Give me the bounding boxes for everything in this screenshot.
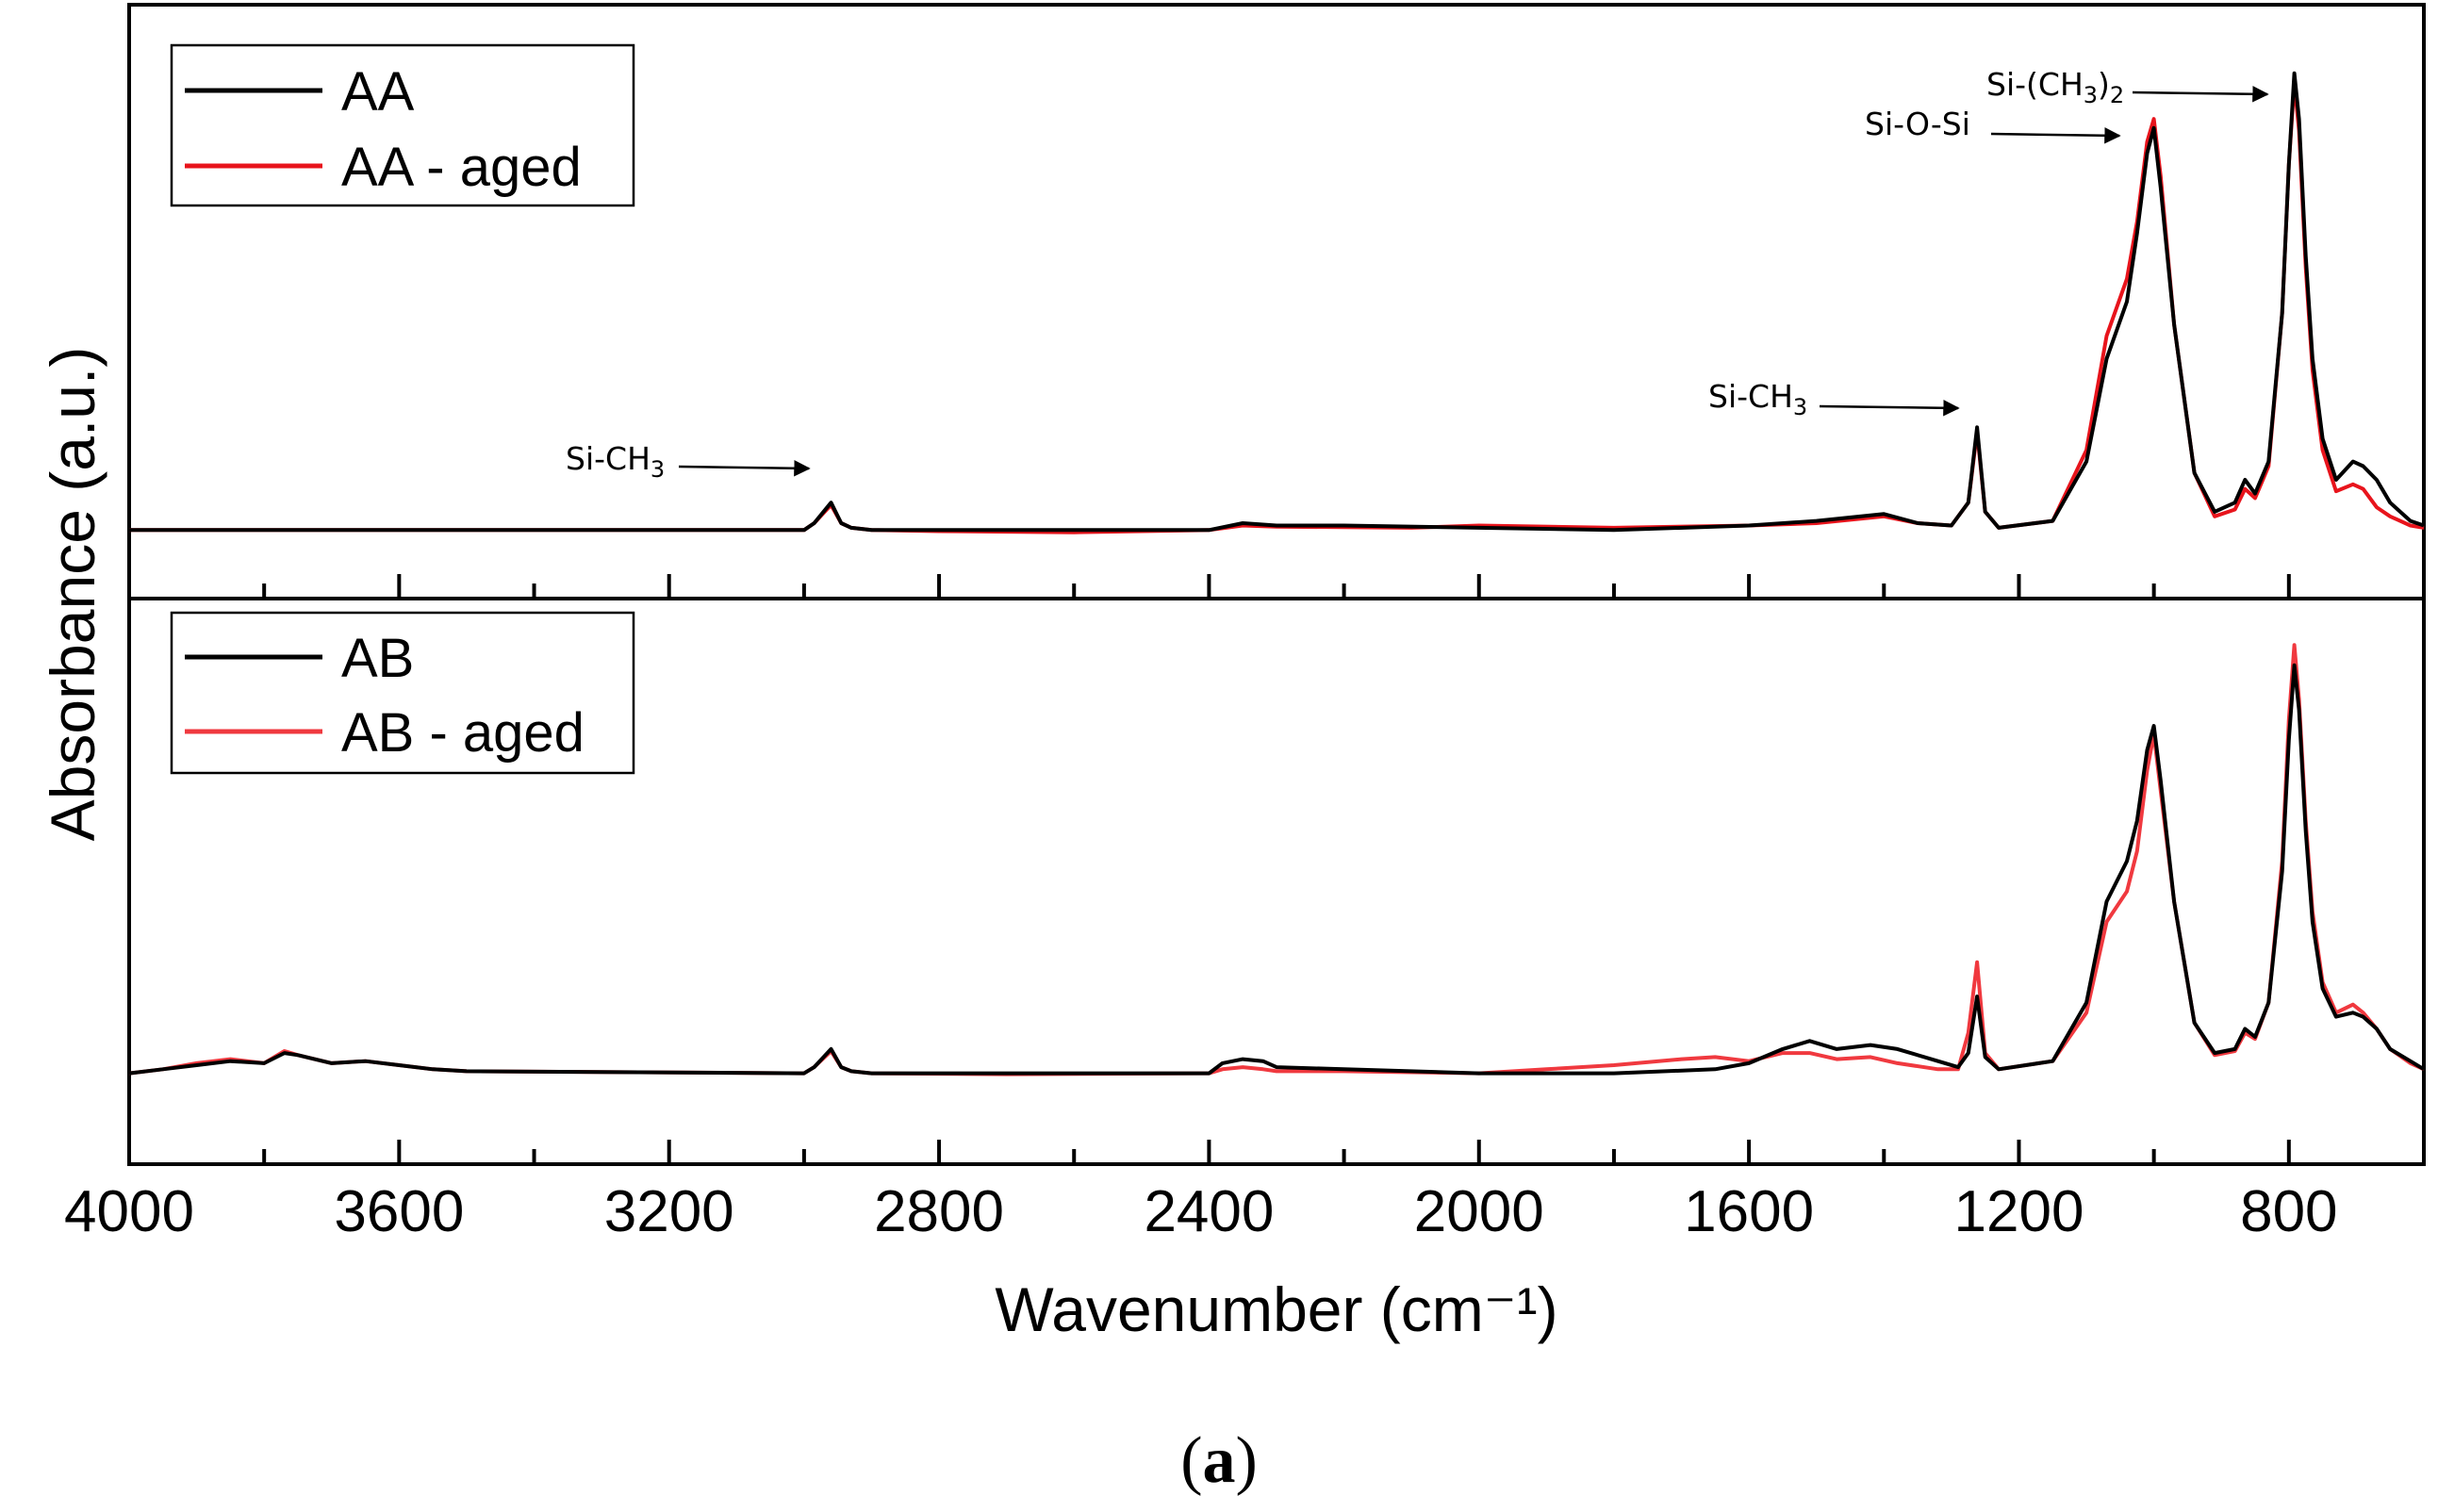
peak-annotation-label-4: Si-(CH3)2 (1986, 66, 2124, 108)
caption-letter: a (1203, 1424, 1236, 1497)
x-tick-label-2400: 2400 (1144, 1179, 1274, 1244)
peak-annotation-label-2: Si-CH3 (1708, 378, 1807, 420)
x-tick-label-1600: 1600 (1684, 1179, 1814, 1244)
x-tick-label-4000: 4000 (64, 1179, 194, 1244)
series-line-aa (129, 71, 2425, 533)
top-panel: Si-CH3 Si-CH3 Si-O-Si Si-(CH3)2 AA AA - age… (127, 3, 2426, 600)
peak-annotation-arrow-4 (2132, 86, 2269, 103)
peak-annotation-label-3: Si-O-Si (1865, 106, 1970, 142)
bottom-panel-frame (127, 597, 2426, 1166)
bottom-legend-label-ab: AB (341, 628, 414, 689)
caption-open-paren: ( (1180, 1424, 1202, 1497)
top-panel-ticks (262, 574, 2291, 599)
peak-annotation-arrow-3 (1990, 127, 2121, 144)
x-tick-label-2000: 2000 (1414, 1179, 1544, 1244)
figure-caption: (a) (1180, 1424, 1258, 1497)
bottom-panel-series (128, 643, 2426, 1076)
bottom-legend: AB AB - aged (170, 611, 635, 775)
top-panel-annotations: Si-CH3 Si-CH3 Si-O-Si Si-(CH3)2 (566, 66, 2269, 483)
x-tick-label-3600: 3600 (334, 1179, 464, 1244)
x-tick-label-2800: 2800 (874, 1179, 1004, 1244)
peak-annotation-label-1: Si-CH3 (566, 440, 665, 483)
x-axis-title: Wavenumber (cm⁻¹) (995, 1274, 1557, 1344)
series-line-ab (128, 663, 2426, 1076)
bottom-legend-label-ab-aged: AB - aged (341, 702, 585, 764)
x-tick-label-1200: 1200 (1954, 1179, 2084, 1244)
top-legend-box (170, 43, 635, 207)
top-legend: AA AA - aged (170, 43, 635, 207)
peak-annotation-arrow-1 (678, 460, 811, 477)
bottom-panel: AB AB - aged (127, 597, 2426, 1166)
top-legend-label-aa: AA (341, 61, 415, 123)
x-tick-label-3200: 3200 (604, 1179, 734, 1244)
x-tick-label-800: 800 (2240, 1179, 2337, 1244)
y-axis-title: Absorbance (a.u.) (38, 347, 107, 842)
peak-annotation-arrow-2 (1819, 400, 1960, 417)
top-legend-label-aa-aged: AA - aged (341, 137, 582, 198)
x-axis-tick-labels: 4000 3600 3200 2800 2400 2000 1600 1200 800 (64, 1179, 2338, 1244)
top-panel-series (129, 71, 2425, 534)
bottom-panel-ticks (262, 1140, 2291, 1164)
caption-close-paren: ) (1236, 1424, 1258, 1497)
bottom-legend-box (170, 611, 635, 775)
